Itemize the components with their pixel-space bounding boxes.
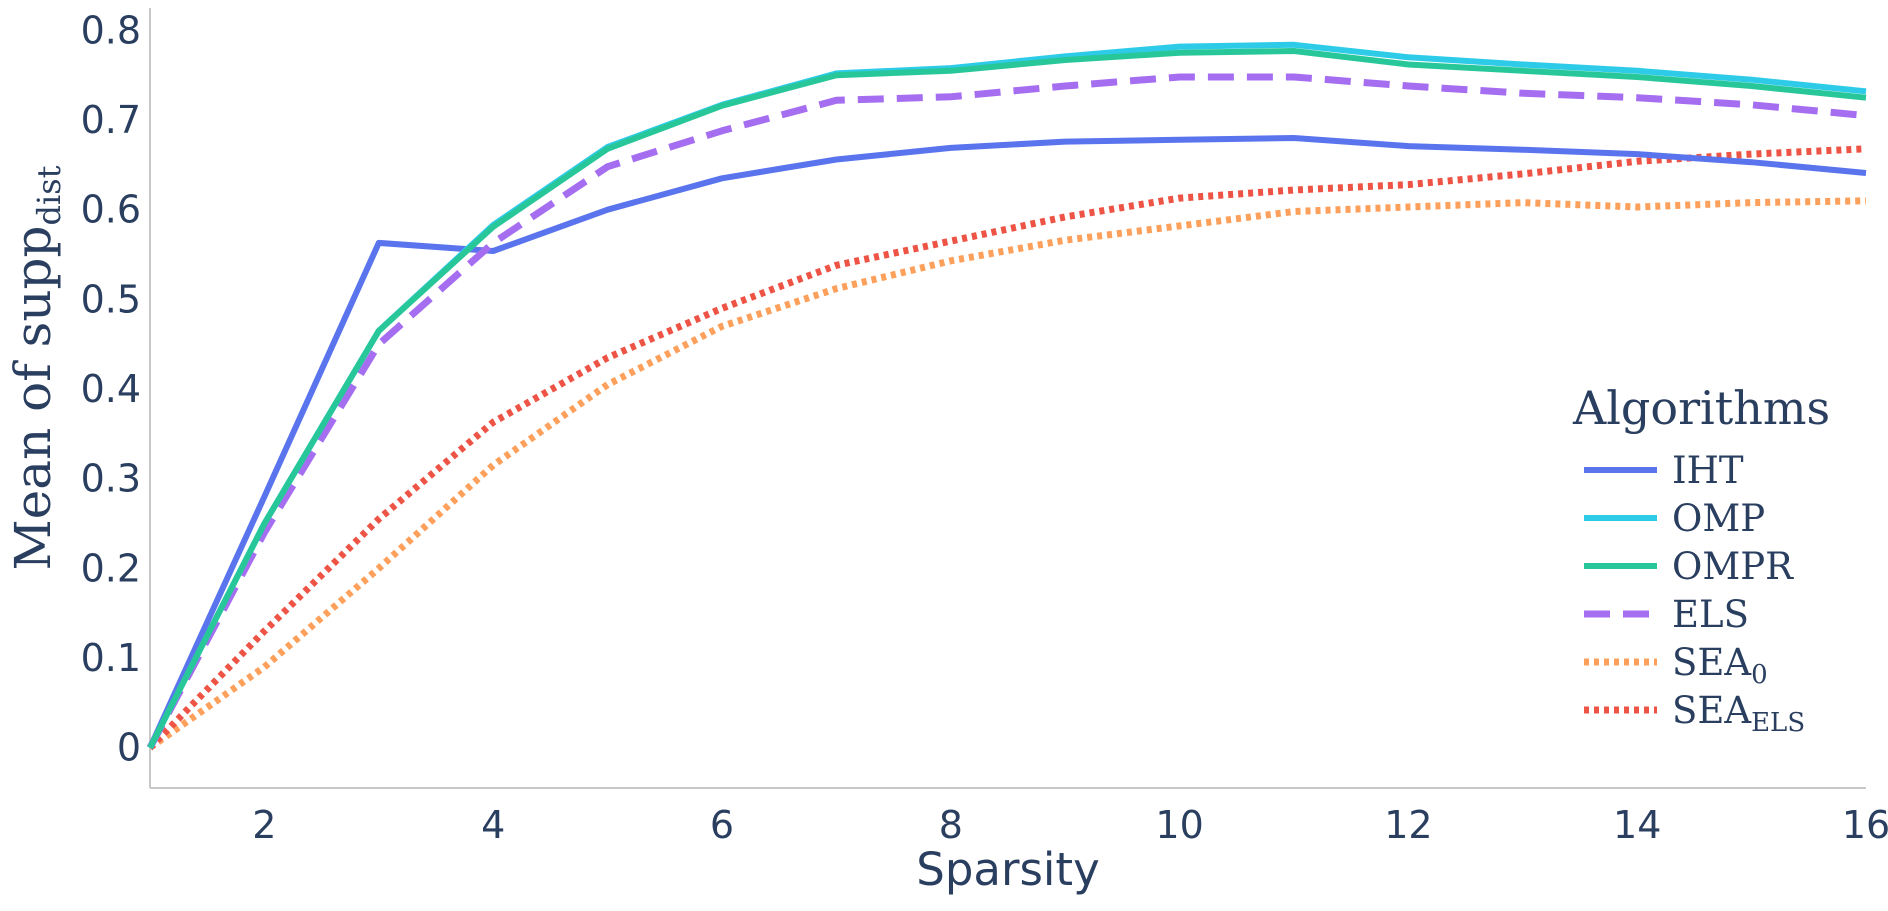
series-line-els <box>146 73 1867 750</box>
y-tick-label: 0.8 <box>81 8 141 52</box>
y-tick-label: 0.4 <box>81 367 141 411</box>
legend-item-iht: IHT <box>1584 449 1744 492</box>
x-tick-label: 4 <box>481 803 505 847</box>
series-line-sea0 <box>147 197 1867 751</box>
x-tick-label: 14 <box>1613 803 1661 847</box>
legend-item-seaels: SEAELS <box>1584 689 1805 738</box>
x-axis-title: Sparsity <box>916 843 1099 896</box>
legend-label-main: OMPR <box>1672 545 1794 588</box>
y-tick-label: 0.5 <box>81 277 141 321</box>
y-tick-label: 0.7 <box>81 98 141 142</box>
y-tick-label: 0.3 <box>81 457 141 501</box>
legend-label-main: IHT <box>1672 449 1744 492</box>
legend-item-omp: OMP <box>1584 497 1765 540</box>
x-tick-label: 6 <box>710 803 734 847</box>
y-tick-label: 0.1 <box>81 636 141 680</box>
legend-item-ompr: OMPR <box>1584 545 1794 588</box>
legend-label-main: SEA <box>1672 689 1752 732</box>
series-line-iht <box>147 135 1867 749</box>
x-tick-label: 2 <box>252 803 276 847</box>
y-tick-label: 0.6 <box>81 188 141 232</box>
x-tick-label: 8 <box>939 803 963 847</box>
legend-label: OMP <box>1672 497 1765 540</box>
axes: 0 0.1 0.2 0.3 0.4 0.5 0.6 0.7 0.8 2 4 6 8 10 12 14 16 <box>81 8 1888 847</box>
legend-item-els: ELS <box>1584 593 1749 636</box>
legend-label-main: OMP <box>1672 497 1765 540</box>
legend-label-main: ELS <box>1672 593 1749 636</box>
legend-label-main: SEA <box>1672 641 1752 684</box>
series-line-ompr <box>147 48 1867 750</box>
y-axis-title-main: Mean of supp <box>4 225 62 570</box>
legend-label: ELS <box>1672 593 1749 636</box>
legend-item-sea0: SEA0 <box>1584 641 1768 690</box>
legend-title: Algorithms <box>1572 381 1830 435</box>
legend-label-sub: 0 <box>1751 660 1768 690</box>
y-tick-label: 0 <box>117 726 141 770</box>
series-line-seaels <box>147 145 1867 751</box>
legend-label: OMPR <box>1672 545 1794 588</box>
x-tick-label: 12 <box>1384 803 1432 847</box>
y-tick-label: 0.2 <box>81 546 141 590</box>
y-axis-title: Mean of suppdist <box>4 165 68 570</box>
legend-label: SEAELS <box>1672 689 1805 738</box>
x-tick-label: 10 <box>1155 803 1203 847</box>
legend-label-sub: ELS <box>1751 708 1805 738</box>
y-axis-title-text: Mean of suppdist <box>4 165 68 570</box>
legend-label: SEA0 <box>1672 641 1768 690</box>
legend-label: IHT <box>1672 449 1744 492</box>
y-axis-title-sub: dist <box>30 165 68 225</box>
x-tick-label: 16 <box>1842 803 1888 847</box>
series-layer <box>146 41 1867 751</box>
